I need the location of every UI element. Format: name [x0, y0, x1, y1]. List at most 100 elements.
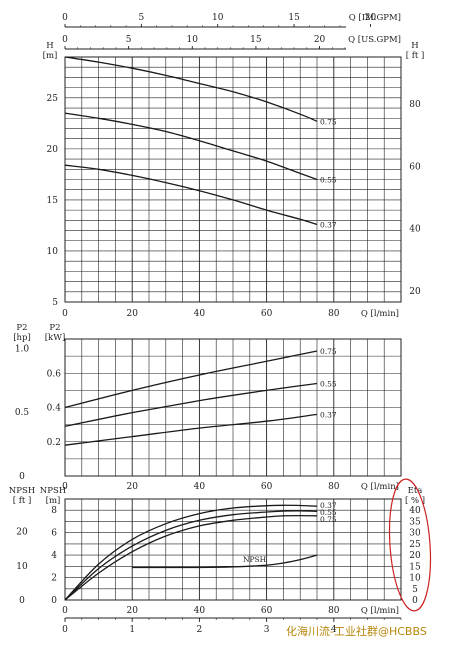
eta-tick: 15: [409, 562, 421, 572]
head-ft-tick: 60: [409, 162, 421, 172]
power-hp-unit: [hp]: [13, 333, 31, 343]
usgpm-axis-tick: 10: [187, 35, 199, 45]
eta-label: Eta: [408, 486, 423, 496]
imgpm-axis-tick: 20: [365, 13, 377, 23]
eta-tick: 30: [409, 529, 421, 539]
eff-075-label: 0.75: [320, 515, 337, 524]
npsh-label: NPSH: [243, 555, 267, 564]
usgpm-axis-tick: 15: [250, 35, 262, 45]
head-037-curve: [64, 164, 318, 226]
power-x-tick: 80: [328, 482, 340, 492]
head-075-curve: [64, 56, 318, 122]
power-075-label: 0.75: [320, 347, 337, 356]
head-ft-tick: 80: [409, 100, 421, 110]
eff-x-label: Q [l/min]: [361, 606, 399, 616]
head-ft-tick: 40: [409, 225, 421, 235]
usgpm-axis-tick: 20: [314, 35, 326, 45]
head-055-curve: [64, 112, 318, 181]
eta-tick: 5: [412, 585, 418, 595]
npsh-ft-tick: 0: [19, 596, 25, 606]
power-kw-tick: 0.2: [47, 438, 61, 448]
npsh-m-unit: [m]: [46, 496, 61, 506]
power-037-label: 0.37: [320, 410, 337, 419]
head-y-tick: 15: [47, 196, 59, 206]
m3h-tick: 4: [331, 625, 337, 635]
npsh-ft-unit: [ ft ]: [13, 496, 32, 506]
eta-tick: 20: [409, 551, 421, 561]
usgpm-axis-tick: 5: [126, 35, 132, 45]
head-055-label: 0.55: [320, 176, 337, 185]
head-y-tick: 25: [47, 94, 59, 104]
npsh-ft-tick: 20: [16, 528, 28, 538]
eff-x-tick: 20: [126, 606, 138, 616]
watermark: 化海川流-工业社群@HCBBS: [286, 625, 427, 638]
head-y-label: H: [46, 41, 53, 51]
power-x-label: Q [l/min]: [361, 482, 399, 492]
power-x-tick: 20: [126, 482, 138, 492]
head-x-tick: 20: [126, 309, 138, 319]
eta-tick: 10: [409, 574, 421, 584]
eta-tick: 0: [412, 596, 418, 606]
head-037-label: 0.37: [320, 220, 337, 229]
power-kw-tick: 0.4: [47, 404, 62, 414]
eta-unit: [ % ]: [405, 496, 425, 506]
npsh-m-tick: 8: [51, 506, 57, 516]
power-kw-label: P2: [49, 323, 60, 333]
npsh-m-tick: 0: [51, 596, 57, 606]
eff-x-tick: 80: [328, 606, 340, 616]
head-y-tick: 20: [47, 145, 59, 155]
head-x-tick: 80: [328, 309, 340, 319]
power-hp-label: P2: [16, 323, 27, 333]
eff-055-curve: [64, 510, 318, 601]
power-hp-tick: 0.5: [15, 408, 30, 418]
imgpm-axis-tick: 0: [62, 13, 68, 23]
power-x-tick: 60: [261, 482, 273, 492]
usgpm-axis-label: Q [US.GPM]: [348, 35, 401, 45]
imgpm-axis-tick: 15: [288, 13, 300, 23]
eff-037-curve: [64, 504, 318, 601]
m3h-tick: 2: [197, 625, 203, 635]
head-ft-label: H: [411, 41, 418, 51]
power-055-curve: [64, 382, 318, 427]
m3h-tick: 0: [62, 625, 68, 635]
npsh-ft-tick: 10: [16, 562, 28, 572]
imgpm-axis-tick: 10: [212, 13, 224, 23]
head-x-label: Q [l/min]: [361, 309, 399, 319]
eta-tick: 25: [409, 540, 421, 550]
power-x-tick: 0: [62, 482, 68, 492]
npsh-m-tick: 4: [51, 551, 57, 561]
imgpm-axis-label: Q [IM.GPM]: [349, 13, 401, 23]
power-hp-tick: 1.0: [15, 344, 30, 354]
power-x-tick: 40: [194, 482, 206, 492]
npsh-m-tick: 2: [51, 574, 57, 584]
power-055-label: 0.55: [320, 380, 337, 389]
head-x-tick: 0: [62, 309, 68, 319]
eff-x-tick: 0: [62, 606, 68, 616]
eta-tick: 40: [409, 506, 421, 516]
head-y-tick: 5: [52, 298, 58, 308]
power-037-curve: [64, 413, 318, 446]
head-y-tick: 10: [47, 247, 59, 257]
npsh-ft-label: NPSH: [9, 486, 35, 496]
hand-drawn-circle: [388, 478, 432, 612]
head-075-label: 0.75: [320, 117, 337, 126]
m3h-tick: 1: [129, 625, 135, 635]
eta-tick: 35: [409, 517, 421, 527]
power-kw-tick: 0.6: [47, 369, 62, 379]
eff-x-tick: 60: [261, 606, 273, 616]
npsh-m-tick: 6: [51, 529, 57, 539]
head-y-unit: [m]: [43, 51, 58, 61]
head-ft-tick: 20: [409, 287, 421, 297]
head-x-tick: 40: [194, 309, 206, 319]
head-x-tick: 60: [261, 309, 273, 319]
eff-055-label: 0.55: [320, 508, 337, 517]
head-ft-unit: [ ft ]: [406, 51, 425, 61]
eff-075-curve: [64, 514, 318, 601]
m3h-tick: 3: [264, 625, 270, 635]
eff-x-tick: 40: [194, 606, 206, 616]
power-hp-tick: 0: [19, 472, 25, 482]
power-075-curve: [64, 350, 318, 409]
eff-037-label: 0.37: [320, 501, 337, 510]
